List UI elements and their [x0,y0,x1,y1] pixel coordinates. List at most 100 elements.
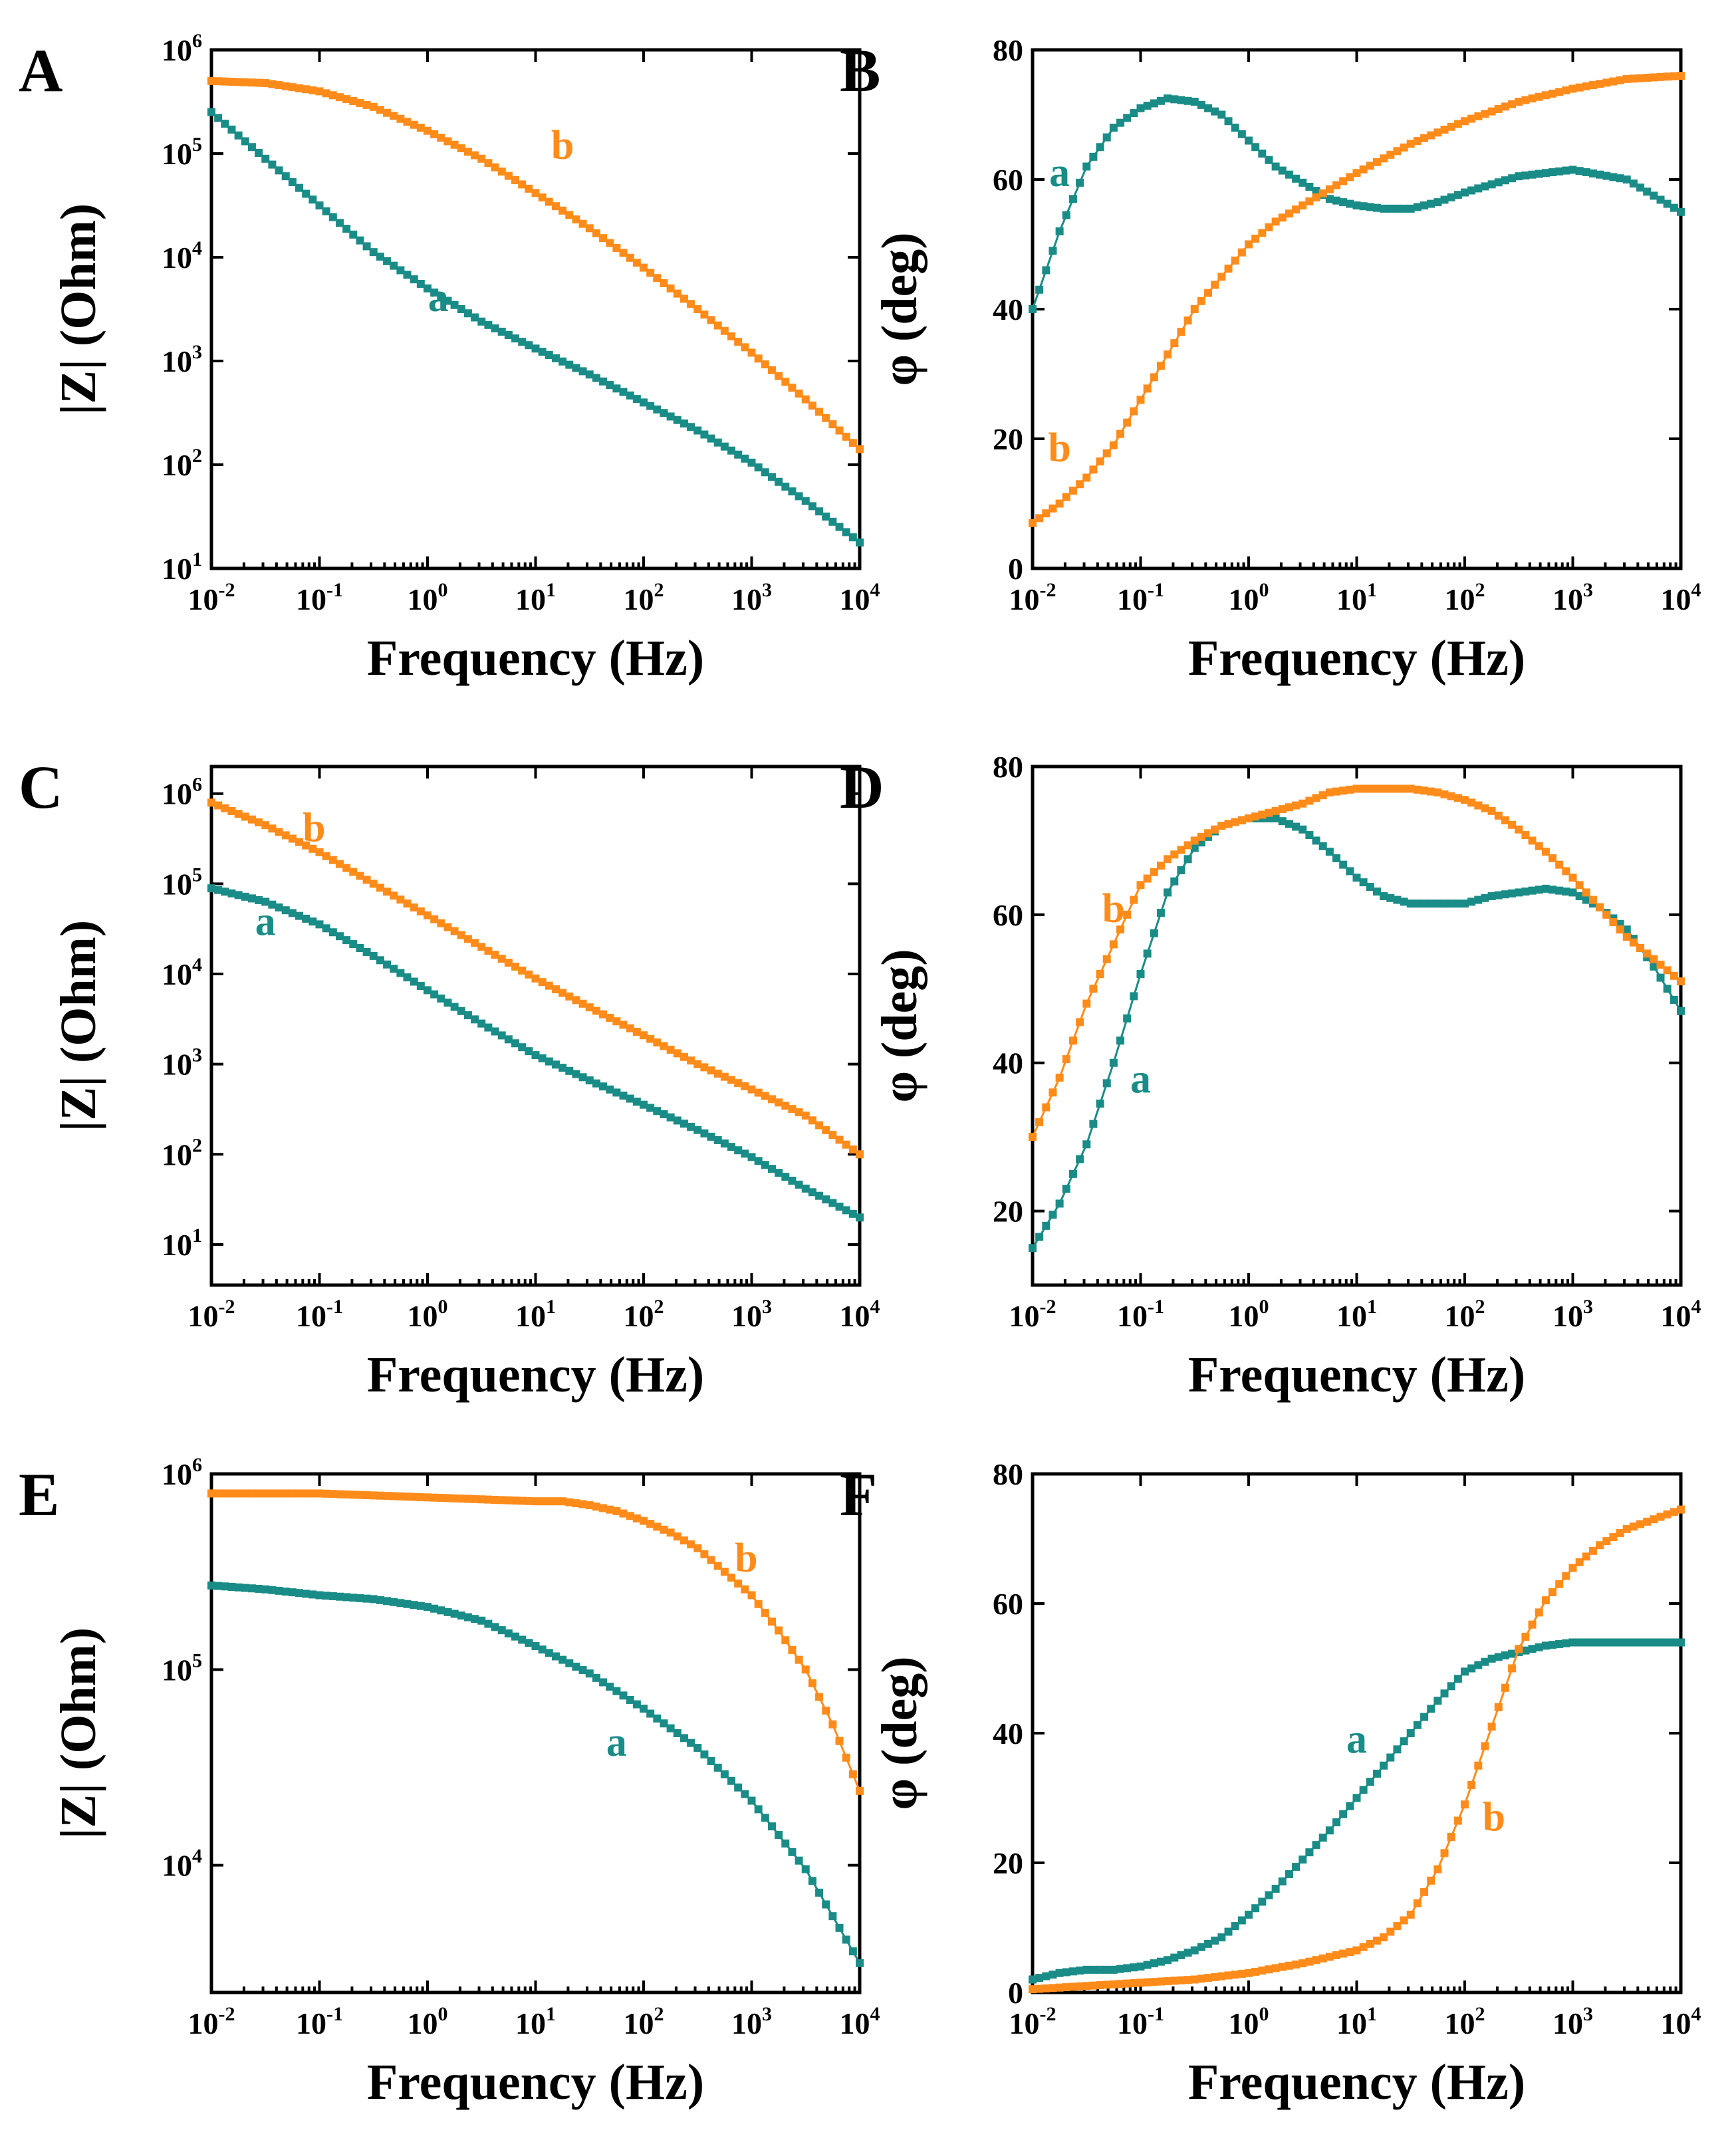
data-point [268,900,277,909]
data-point [1183,96,1192,105]
data-point [1164,1976,1172,1985]
data-point [1346,199,1354,208]
data-point [410,1601,418,1610]
data-point [1042,266,1051,275]
data-point [437,1494,445,1502]
data-point [477,317,486,326]
data-point [632,1514,641,1522]
data-point [443,1494,452,1502]
y-axis-title: φ (deg) [872,949,928,1102]
data-point [268,824,277,833]
data-point [1656,195,1665,204]
data-point [315,1591,324,1600]
data-point [234,891,243,899]
x-axis-title: Frequency (Hz) [367,630,704,686]
data-point [491,324,499,332]
data-point [1068,1169,1077,1178]
data-point [369,951,378,960]
data-point [1102,449,1111,457]
data-point [1433,198,1442,207]
data-point [1670,1508,1678,1516]
data-point [281,1489,290,1498]
data-point [585,370,594,379]
data-point [383,1492,392,1500]
series-line-a [211,1584,861,1964]
data-point [1643,187,1652,196]
data-point [362,1594,371,1603]
data-point [842,432,850,441]
data-point [1427,199,1435,208]
data-point [1352,784,1361,793]
data-point [788,1848,797,1856]
data-point [1318,189,1327,197]
data-point [1609,173,1618,181]
data-point [660,1719,668,1728]
data-point [1312,1841,1320,1850]
data-point [424,1603,432,1612]
data-point [1251,143,1260,152]
data-point [1461,1800,1469,1809]
data-point [551,985,560,994]
data-point [369,248,378,257]
data-point [1596,1541,1604,1550]
data-point [1440,790,1449,798]
data-point [322,924,330,933]
panel-letter-b: B [840,37,880,104]
data-point [1663,1638,1672,1647]
data-point [856,1213,864,1222]
data-point [1231,1971,1239,1979]
data-point [396,1492,405,1500]
data-point [1143,102,1152,110]
data-point [1508,1649,1517,1658]
y-tick-label: 104 [162,1846,202,1883]
data-point [1190,305,1199,313]
data-point [1217,273,1226,281]
data-point [1386,1753,1395,1762]
data-point [1251,1904,1260,1913]
data-point [815,507,824,516]
data-point [1278,1963,1287,1971]
data-point [660,1110,668,1118]
data-point [626,1695,634,1704]
y-tick-label: 60 [993,1587,1023,1621]
data-point [1521,1646,1530,1655]
data-point [457,1612,465,1620]
data-point [457,1495,465,1503]
data-point [1588,896,1597,904]
data-point [734,338,743,346]
data-point [403,973,412,982]
x-tick-label: 100 [1229,579,1269,616]
data-point [1629,180,1638,188]
data-point [1130,1978,1138,1987]
data-point [626,391,634,400]
x-tick-label: 101 [515,1296,556,1333]
data-point [565,1066,574,1075]
data-point [1677,207,1685,216]
data-point [619,1509,628,1518]
data-point [1197,1943,1205,1951]
data-point [1447,792,1455,800]
data-point [1278,1877,1287,1886]
data-point [450,1610,459,1618]
data-point [463,935,472,943]
data-point [1305,1957,1314,1966]
data-point [1481,804,1489,812]
data-point [1164,888,1172,897]
data-point [302,1489,310,1498]
data-point [1217,110,1226,119]
data-point [1481,1657,1489,1666]
data-point [767,1095,776,1104]
data-point [463,148,472,156]
data-point [727,1776,736,1785]
data-point [538,1054,547,1062]
data-point [1372,1769,1381,1778]
data-point [1318,842,1327,850]
data-point [592,1007,600,1015]
data-point [295,84,304,92]
data-point [1622,176,1631,183]
data-point [545,1649,553,1657]
data-point [565,1498,574,1506]
data-point [356,944,364,952]
y-tick-label: 60 [993,163,1023,197]
